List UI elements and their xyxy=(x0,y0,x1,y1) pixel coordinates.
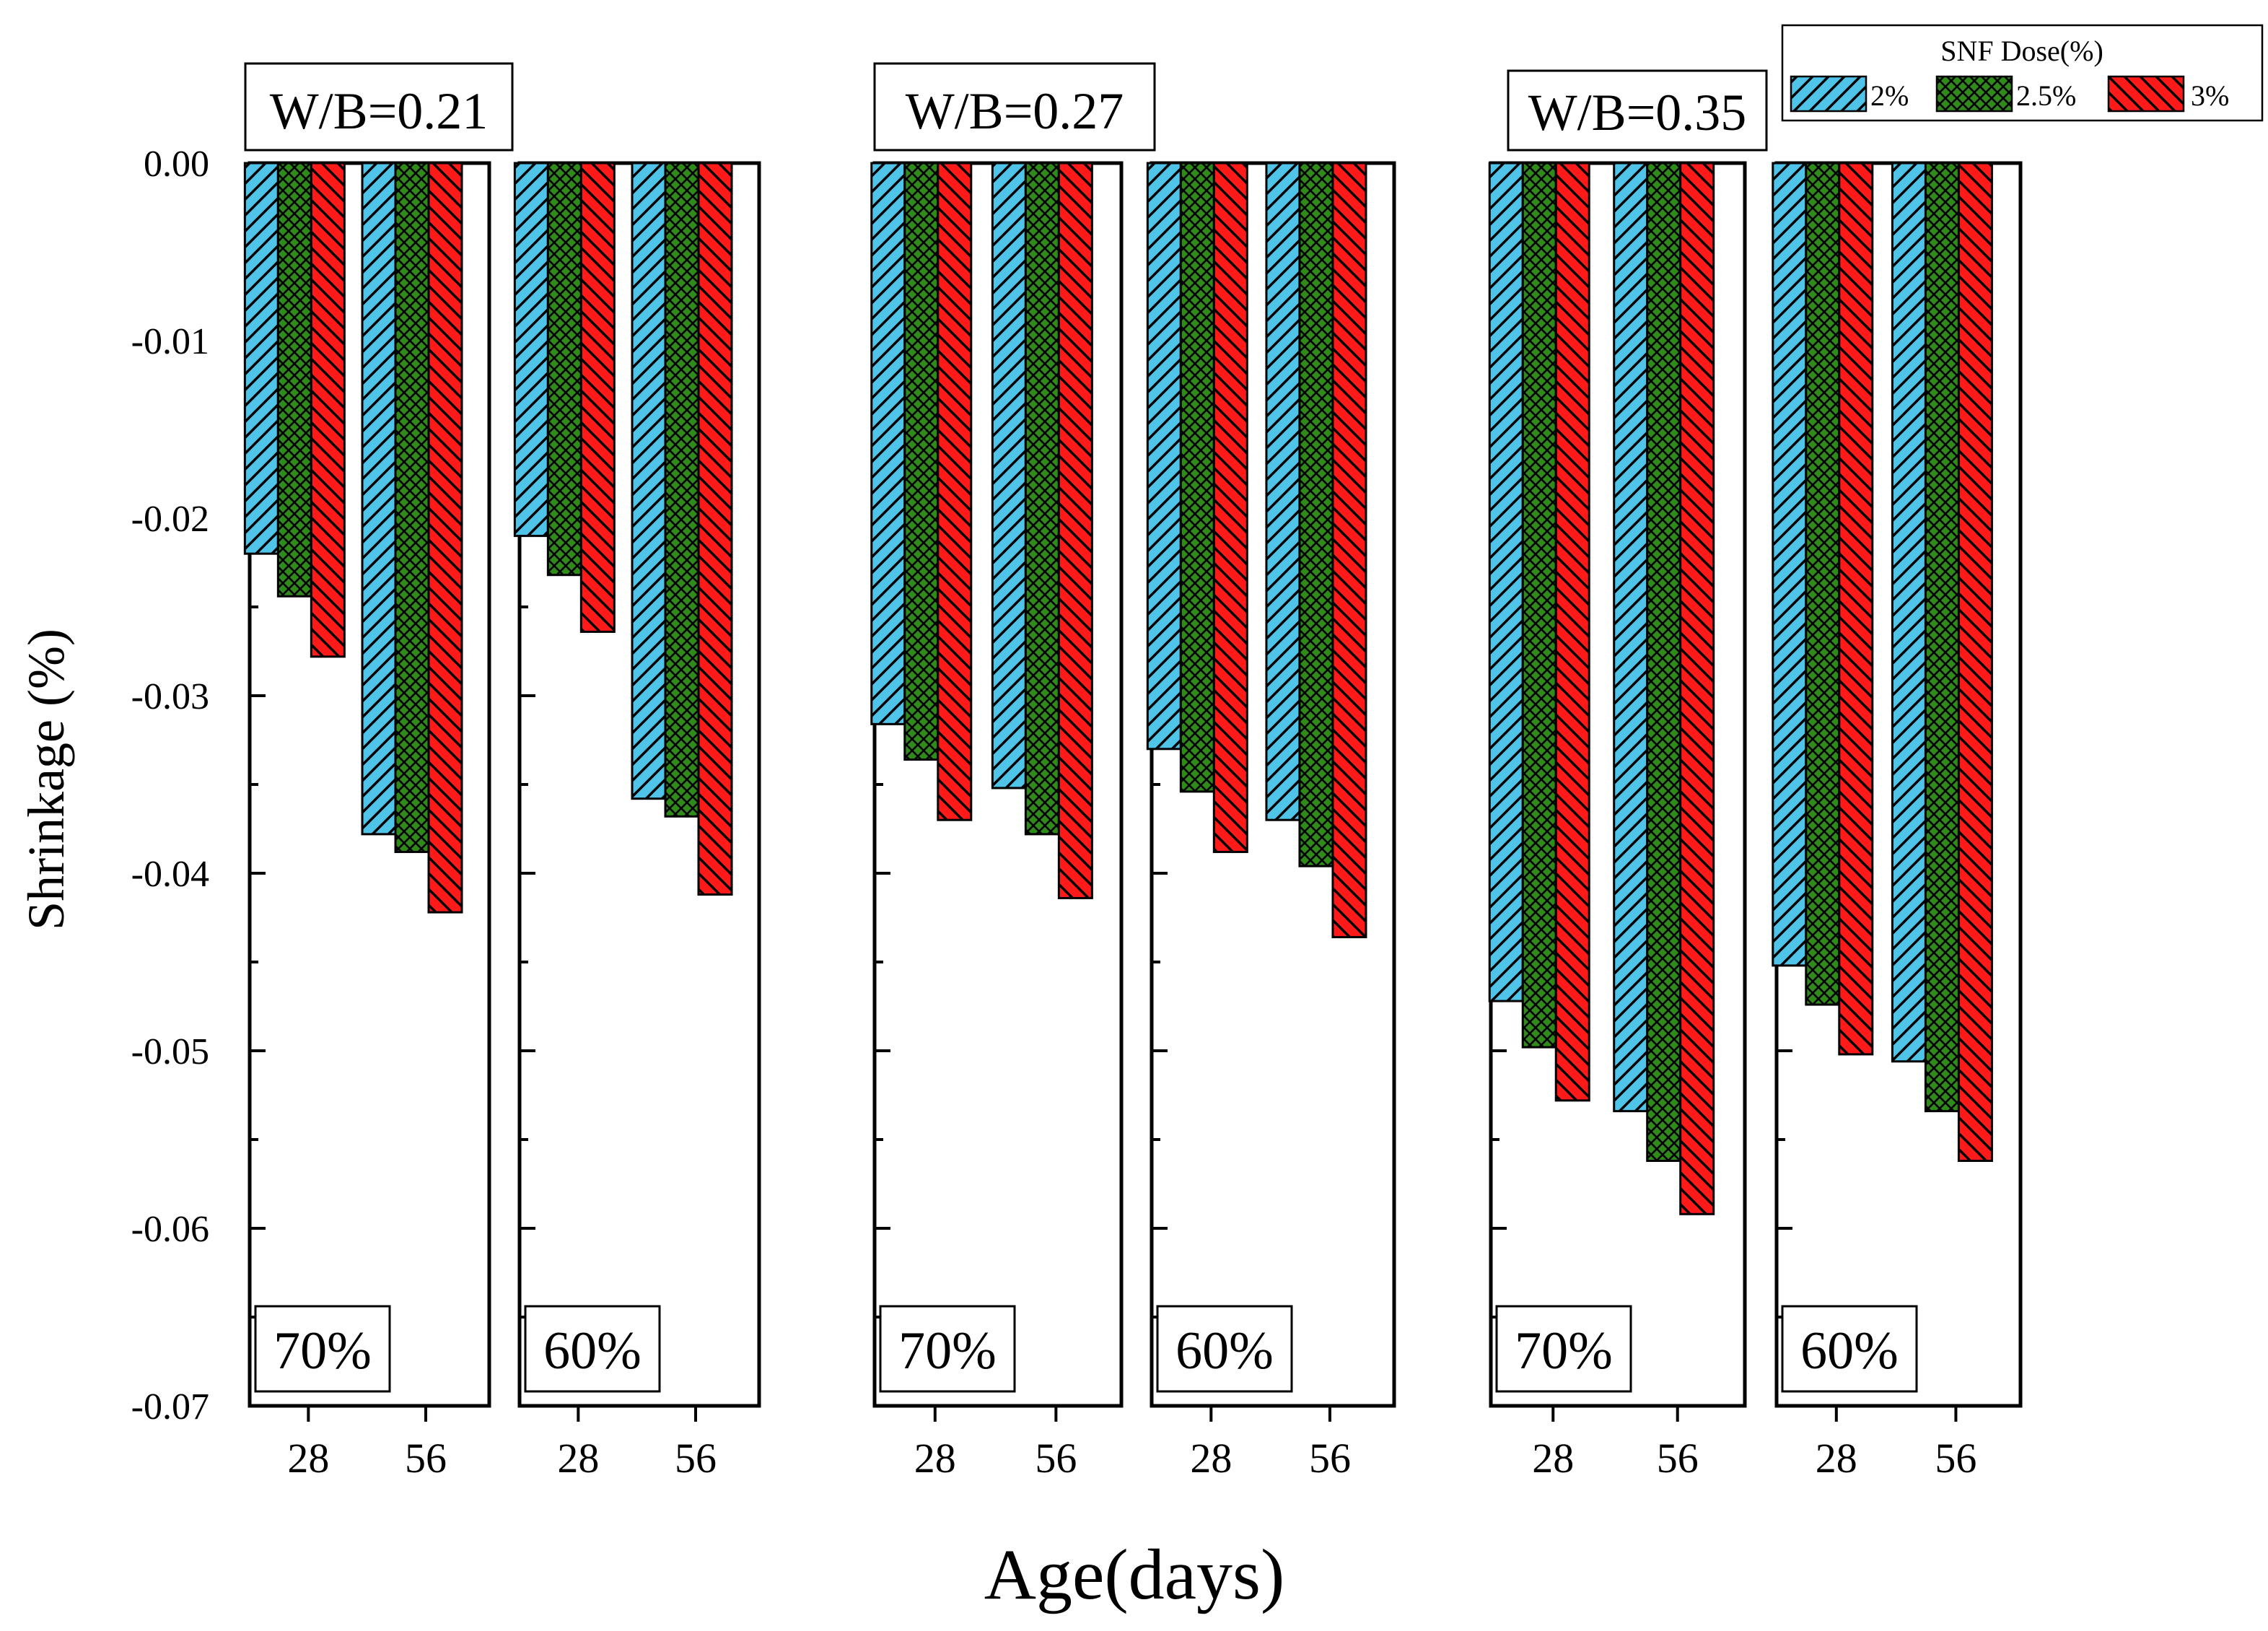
y-tick-labels: 0.00 -0.01 -0.02 -0.03 -0.04 -0.05 -0.06… xyxy=(131,144,209,1427)
wb-label-1: W/B=0.27 xyxy=(873,62,1156,152)
legend-title: SNF Dose(%) xyxy=(1940,35,2103,67)
x-tick-label: 56 xyxy=(1035,1435,1077,1482)
bar-2pct-56 xyxy=(1613,162,1649,1113)
y-tick-label: 0.00 xyxy=(144,144,209,185)
bar-2-5pct-56 xyxy=(394,162,430,853)
legend-swatch-3pct xyxy=(2107,75,2185,113)
legend: SNF Dose(%) 2% 2.5% 3% xyxy=(1781,24,2264,122)
legend-swatch-2-5pct xyxy=(1935,75,2013,113)
bar-2pct-28 xyxy=(1772,162,1808,967)
panel-label-box xyxy=(254,1305,391,1393)
panel-0-0: 28 56 70% xyxy=(243,161,491,1482)
panel-1-1: 28 56 60% xyxy=(1146,161,1396,1482)
bar-2pct-56 xyxy=(631,162,667,800)
panel-label-box xyxy=(1156,1305,1293,1393)
legend-swatch-2pct xyxy=(1790,75,1868,113)
x-axis-title: Age(days) xyxy=(984,1534,1285,1614)
bar-2-5pct-56 xyxy=(1298,162,1334,867)
x-tick-label: 28 xyxy=(1816,1435,1857,1482)
bar-2-5pct-28 xyxy=(1805,162,1841,1006)
bar-2-5pct-28 xyxy=(546,162,582,577)
x-tick-label: 28 xyxy=(1190,1435,1232,1482)
legend-label-2pct: 2% xyxy=(1870,79,1909,112)
bar-2pct-28 xyxy=(870,162,906,725)
bar-3pct-56 xyxy=(427,162,463,914)
x-tick-label: 56 xyxy=(1935,1435,1976,1482)
bar-2-5pct-28 xyxy=(1179,162,1215,793)
bar-2pct-56 xyxy=(1265,162,1301,821)
bar-3pct-56 xyxy=(1957,162,1993,1163)
x-tick-label: 56 xyxy=(1309,1435,1351,1482)
panel-0-1: 28 56 60% xyxy=(513,161,761,1482)
bar-2-5pct-56 xyxy=(1924,162,1960,1113)
panel-label-box xyxy=(879,1305,1016,1393)
bar-2-5pct-28 xyxy=(903,162,940,761)
x-tick-label: 56 xyxy=(675,1435,717,1482)
y-tick-label: -0.06 xyxy=(131,1209,209,1250)
x-tick-label: 56 xyxy=(1657,1435,1699,1482)
panel-2-0: 28 56 70% xyxy=(1488,161,1747,1482)
bar-3pct-56 xyxy=(1679,162,1715,1215)
wb-label-text: W/B=0.21 xyxy=(270,82,489,140)
panels-layer: 28 56 70% 28 56 60% 28 56 70% 28 56 60% 28 56 70% 28 56 6… xyxy=(243,161,2023,1482)
bar-3pct-56 xyxy=(1057,162,1093,899)
bar-3pct-28 xyxy=(310,162,346,658)
wb-label-text: W/B=0.35 xyxy=(1528,84,1747,141)
x-tick-label: 28 xyxy=(557,1435,599,1482)
bar-2pct-28 xyxy=(1146,162,1182,751)
bar-3pct-28 xyxy=(1554,162,1590,1102)
legend-label-2-5pct: 2.5% xyxy=(2016,79,2076,112)
bar-3pct-56 xyxy=(697,162,733,896)
legend-label-3pct: 3% xyxy=(2191,79,2229,112)
panel-label-box xyxy=(1781,1305,1918,1393)
x-tick-label: 56 xyxy=(405,1435,447,1482)
x-tick-label: 28 xyxy=(287,1435,329,1482)
bar-2-5pct-56 xyxy=(1024,162,1060,836)
x-tick-label: 28 xyxy=(1532,1435,1574,1482)
wb-label-text: W/B=0.27 xyxy=(906,82,1124,140)
panel-label-box xyxy=(524,1305,661,1393)
y-tick-label: -0.07 xyxy=(131,1386,209,1427)
panel-2-1: 28 56 60% xyxy=(1772,161,2023,1482)
y-tick-label: -0.02 xyxy=(131,499,209,540)
panel-label: 70% xyxy=(273,1321,372,1381)
x-tick-label: 28 xyxy=(914,1435,956,1482)
panel-label: 70% xyxy=(1515,1321,1613,1381)
bar-2pct-28 xyxy=(513,162,549,538)
panel-label: 60% xyxy=(1800,1321,1899,1381)
bar-3pct-28 xyxy=(1838,162,1874,1056)
bar-2-5pct-56 xyxy=(664,162,700,818)
y-tick-label: -0.01 xyxy=(131,321,209,362)
y-axis-title: Shrinkage (%) xyxy=(17,629,75,930)
panel-label: 70% xyxy=(898,1321,997,1381)
y-tick-label: -0.03 xyxy=(131,676,209,717)
bar-2-5pct-28 xyxy=(1521,162,1557,1049)
bar-2pct-56 xyxy=(1891,162,1927,1063)
bar-2pct-28 xyxy=(243,162,279,555)
panel-label: 60% xyxy=(1175,1321,1274,1381)
bar-2pct-56 xyxy=(991,162,1027,790)
bar-3pct-28 xyxy=(937,162,973,821)
y-tick-label: -0.05 xyxy=(131,1031,209,1072)
wb-label-0: W/B=0.21 xyxy=(244,62,514,152)
panel-label-box xyxy=(1495,1305,1632,1393)
bar-3pct-28 xyxy=(1212,162,1248,853)
bar-2-5pct-56 xyxy=(1646,162,1682,1163)
panel-label: 60% xyxy=(543,1321,642,1381)
bar-3pct-28 xyxy=(579,162,616,633)
bar-2-5pct-28 xyxy=(276,162,312,598)
bar-3pct-56 xyxy=(1331,162,1367,939)
wb-label-2: W/B=0.35 xyxy=(1507,69,1768,152)
y-tick-label: -0.04 xyxy=(131,854,209,895)
panel-1-0: 28 56 70% xyxy=(870,161,1124,1482)
bar-2pct-56 xyxy=(361,162,397,836)
bar-2pct-28 xyxy=(1488,162,1524,1002)
